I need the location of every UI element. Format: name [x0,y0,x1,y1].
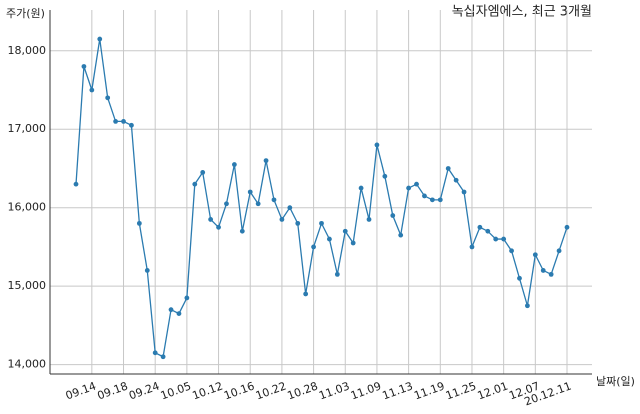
price-point [73,181,79,187]
price-point [295,220,301,226]
price-point [509,248,514,254]
price-point [136,220,142,226]
price-point [113,118,118,124]
price-point [398,232,404,238]
y-tick-label: 16,000 [8,201,47,214]
price-point [406,185,412,191]
price-point [350,240,356,246]
price-point [311,244,316,250]
price-point [461,189,467,195]
price-point [342,228,348,234]
y-tick-label: 14,000 [8,358,47,371]
y-tick-label: 17,000 [8,122,47,135]
price-point [184,295,190,301]
price-point [390,213,396,218]
price-point [501,236,507,242]
price-point [279,217,285,222]
price-point [366,217,372,222]
price-point [477,224,483,230]
price-point [239,228,245,234]
y-axis-label: 주가(원) [6,7,45,20]
x-tick-label: 10.28 [286,379,320,402]
price-point [208,217,214,222]
x-tick-label: 10.12 [191,379,225,402]
x-tick-label: 09.24 [127,379,161,402]
price-point [200,169,206,175]
price-point [445,166,451,171]
x-tick-label: 12.01 [476,379,510,402]
chart-title: 녹십자엠에스, 최근 3개월 [452,5,592,20]
y-tick-label: 18,000 [8,44,47,57]
x-tick-label: 10.22 [254,379,288,402]
price-point [327,236,332,242]
price-point [437,197,443,203]
price-point [97,36,103,42]
y-tick-label: 15,000 [8,279,47,292]
price-point [89,87,95,93]
x-tick-label: 09.14 [64,379,98,402]
price-point [374,142,380,148]
x-tick-label: 11.25 [444,379,478,402]
price-point [216,224,221,230]
price-point [422,193,427,199]
price-point [469,244,475,250]
price-point [358,185,364,191]
price-point [382,173,388,179]
price-line [75,38,568,358]
price-point [144,268,150,273]
price-point [129,122,134,128]
price-point [564,224,570,230]
price-point [231,162,237,167]
price-point [453,177,459,183]
price-point [556,248,562,254]
price-point [247,189,253,195]
price-point [548,271,554,277]
price-point [81,64,87,69]
x-tick-label: 09.18 [96,379,130,402]
price-point [263,158,269,164]
x-tick-label: 10.16 [222,379,256,402]
price-point [303,291,309,297]
price-point [176,311,182,316]
x-tick-label: 11.19 [412,379,446,402]
price-point [121,118,126,124]
price-point [192,181,198,187]
price-point [334,271,340,277]
price-point [485,228,491,234]
price-point [414,181,419,187]
x-tick-label: 11.03 [317,379,351,402]
price-point [160,354,166,360]
x-tick-label: 11.13 [381,379,415,402]
price-point [271,197,277,203]
price-point [105,95,111,101]
x-tick-label: 10.05 [159,379,193,402]
price-point [517,275,522,281]
price-point [168,307,174,313]
price-point [532,252,538,258]
x-tick-label: 11.09 [349,379,383,402]
price-point [152,350,158,356]
price-point [255,201,261,207]
price-point [525,303,530,309]
price-point [540,268,546,273]
price-point [429,197,435,203]
x-axis-label: 날짜(일) [596,374,635,388]
price-point [287,205,293,211]
price-point [224,201,229,207]
price-point [493,236,499,242]
price-point [319,220,324,226]
